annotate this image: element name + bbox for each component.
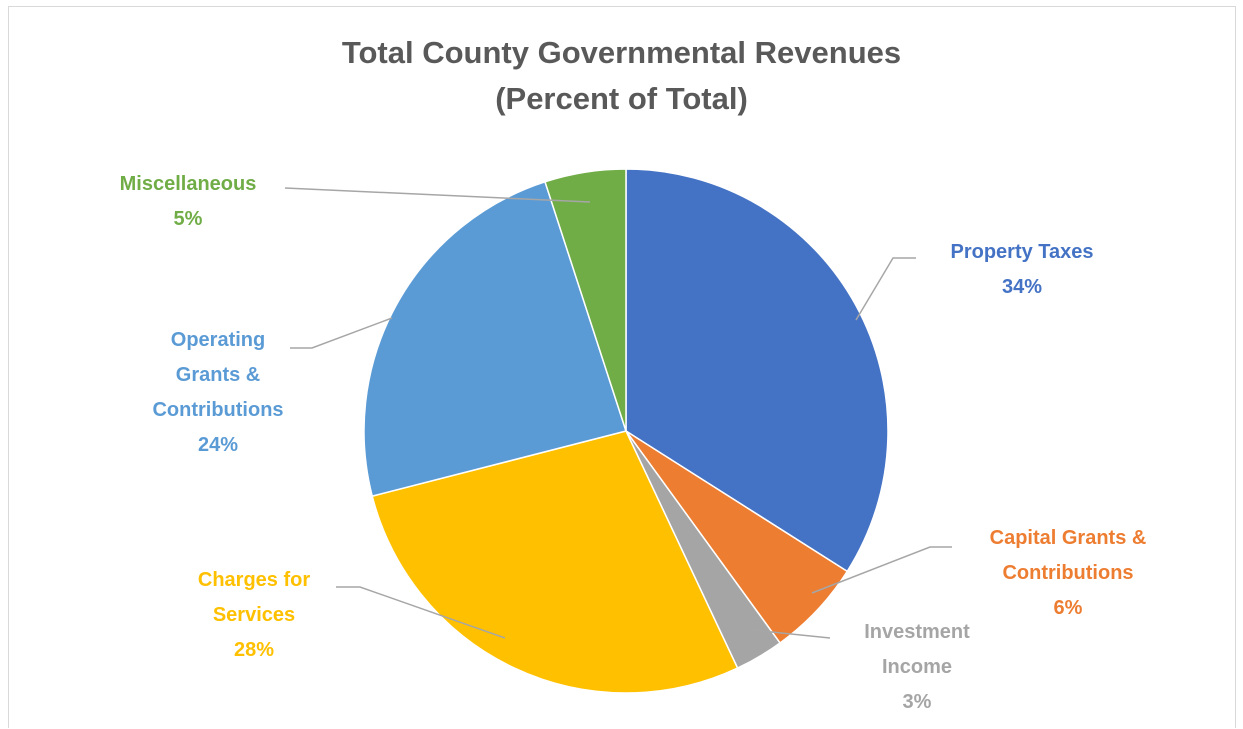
data-label-percent: 5% bbox=[174, 208, 203, 230]
data-label-text: Operating bbox=[171, 329, 265, 351]
data-label-text: Charges for bbox=[198, 569, 310, 591]
data-label-text: Investment bbox=[864, 621, 970, 643]
leader-line-operating-grants-contributions bbox=[290, 317, 393, 349]
data-label-percent: 28% bbox=[234, 639, 274, 661]
data-label-property-taxes: Property Taxes 34% bbox=[950, 241, 1093, 298]
data-label-text: Property Taxes bbox=[950, 241, 1093, 263]
data-label-text: Contributions bbox=[152, 399, 283, 421]
leader-line-capital-grants-contributions bbox=[811, 546, 952, 594]
data-label-miscellaneous: Miscellaneous 5% bbox=[120, 173, 257, 230]
data-label-text: Services bbox=[213, 604, 295, 626]
data-label-percent: 6% bbox=[1054, 597, 1083, 619]
data-label-text: Income bbox=[882, 656, 952, 678]
slice-property-taxes bbox=[625, 168, 889, 573]
leader-line-investment-income bbox=[751, 629, 831, 639]
data-label-percent: 24% bbox=[198, 434, 238, 456]
slice-miscellaneous bbox=[544, 168, 627, 432]
leader-lines bbox=[284, 187, 952, 639]
data-label-capital-grants-contributions: Capital Grants & Contributions 6% bbox=[990, 527, 1147, 619]
chart-title-line-1: Total County Governmental Revenues bbox=[341, 35, 902, 70]
data-label-text: Miscellaneous bbox=[120, 173, 257, 195]
chart-title-line-2: (Percent of Total) bbox=[495, 81, 748, 116]
data-label-percent: 3% bbox=[903, 691, 932, 713]
leader-line-charges-for-services bbox=[336, 586, 506, 639]
slice-labels: Property Taxes 34% Capital Grants & Contrib… bbox=[120, 173, 1147, 713]
leader-line-miscellaneous bbox=[284, 187, 591, 203]
data-label-text: Capital Grants & bbox=[990, 527, 1147, 549]
pie-slices bbox=[363, 168, 889, 694]
slice-operating-grants-contributions bbox=[363, 180, 627, 498]
data-label-charges-for-services: Charges for Services 28% bbox=[198, 569, 310, 661]
slice-charges-for-services bbox=[371, 430, 739, 694]
data-label-text: Contributions bbox=[1002, 562, 1133, 584]
data-label-percent: 34% bbox=[1002, 276, 1042, 298]
leader-line-property-taxes bbox=[855, 257, 916, 321]
data-label-operating-grants-contributions: Operating Grants & Contributions 24% bbox=[152, 329, 283, 456]
data-label-investment-income: Investment Income 3% bbox=[864, 621, 970, 713]
data-label-text: Grants & bbox=[176, 364, 260, 386]
chart-title: Total County Governmental Revenues (Perc… bbox=[0, 30, 1243, 122]
